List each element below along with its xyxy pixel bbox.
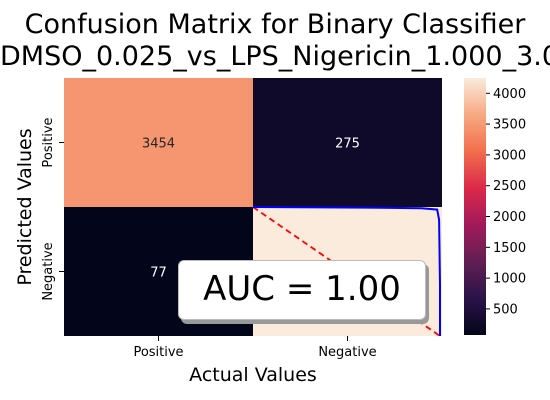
x-axis-label: Actual Values [189,364,317,386]
cell-value-label-1-0: 77 [150,266,167,281]
heatmap-cell-0-1 [253,78,442,207]
auc-annotation: AUC = 1.00 [178,260,426,320]
colorbar-tick-label: 2500 [493,179,526,194]
x-tick-label: Positive [133,345,183,360]
colorbar-tick-label: 3000 [493,148,526,163]
colorbar-tick-label: 1500 [493,241,526,256]
chart-title-line2: DMSO_0.025_vs_LPS_Nigericin_1.000_3.0_DM… [0,41,550,72]
heatmap-cell-0-0 [64,78,253,207]
colorbar-tick-label: 1000 [493,272,526,287]
colorbar-bar [464,78,486,335]
x-tick-label: Negative [318,345,376,360]
colorbar-tick-label: 4000 [493,87,526,102]
cell-value-label-0-0: 3454 [142,137,175,152]
cell-value-label-0-1: 275 [335,137,360,152]
y-tick-label: Positive [41,117,56,167]
axes: Actual Values Predicted Values Positive N… [14,117,377,386]
colorbar-tick-label: 2000 [493,210,526,225]
colorbar: 500 1000 1500 2000 2500 3000 3500 4000 [464,78,526,335]
colorbar-tick-label: 3500 [493,118,526,133]
y-tick-label: Negative [41,242,56,300]
colorbar-tick-label: 500 [493,302,518,317]
y-axis-label: Predicted Values [14,128,36,285]
cell-value-labels: 3454 275 77 [142,137,360,281]
roc-curve [252,206,441,336]
chart-title-line1: Confusion Matrix for Binary Classifier [24,9,526,40]
